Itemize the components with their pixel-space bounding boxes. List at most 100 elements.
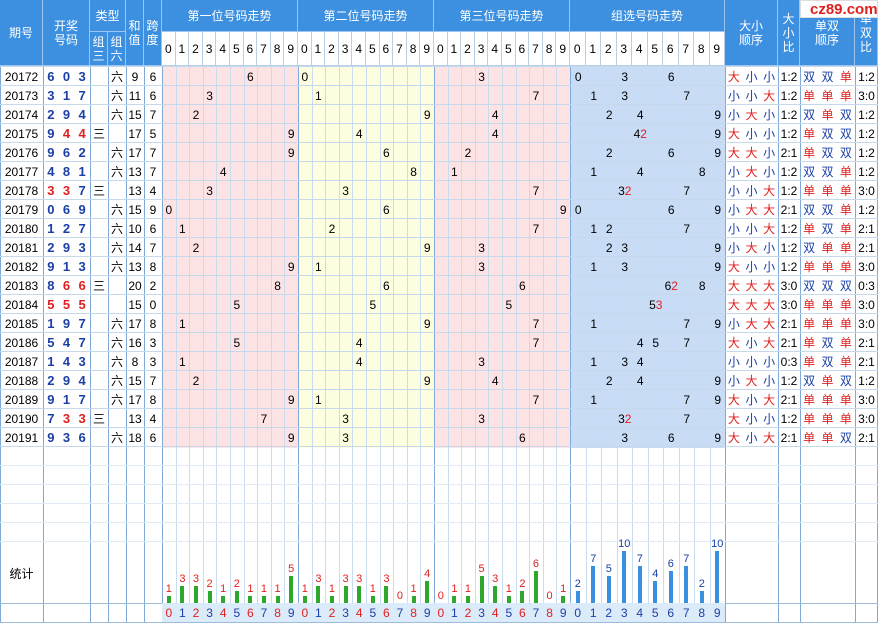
- bigsmall-item: 大: [727, 70, 740, 84]
- grid-line: [648, 66, 649, 622]
- grid-line: [710, 66, 711, 622]
- stats-bar: [534, 571, 538, 603]
- group-hit: 4: [636, 335, 644, 350]
- pos2-hit: 4: [355, 335, 363, 350]
- stats-count: 3: [192, 572, 200, 585]
- group-hit: 2: [605, 373, 613, 388]
- stats-bar: [479, 576, 484, 603]
- stats-bar: [425, 581, 430, 603]
- oddeven-item: 单: [839, 241, 852, 255]
- oddeven-item: 双: [821, 146, 834, 160]
- grid-line: [0, 503, 878, 504]
- grid-line: [800, 66, 801, 622]
- header-pos3-trend-digit: 2: [461, 32, 475, 66]
- header-pos3-trend-digit: 4: [488, 32, 502, 66]
- grid-line: [126, 66, 127, 622]
- bigsmall-item: 大: [745, 298, 758, 312]
- bigsmall-item: 小: [727, 203, 740, 217]
- header-pos1-trend-digit: 5: [230, 32, 244, 66]
- stats-digit: 1: [447, 603, 462, 622]
- grid-line: [516, 66, 517, 622]
- header-pos2-trend-digit: 5: [366, 32, 380, 66]
- grid-line: [778, 66, 779, 622]
- header-pos1-trend: 第一位号码走势: [162, 0, 298, 32]
- group-hit: 6: [667, 145, 675, 160]
- grid-line: [632, 66, 633, 622]
- stats-count: 0: [396, 589, 404, 602]
- period-cell: 20176: [4, 145, 39, 160]
- draw-digit: 9: [78, 202, 86, 217]
- bigsmall-item: 大: [763, 279, 776, 293]
- header-pos2-trend-digit: 2: [325, 32, 339, 66]
- oddeven-ratio: 3:0: [858, 88, 875, 103]
- bigsmall-item: 小: [745, 431, 758, 445]
- oddeven-item: 双: [821, 165, 834, 179]
- bigsmall-ratio: 1:2: [780, 411, 798, 426]
- header-pos2-trend-digit: 1: [311, 32, 326, 66]
- bigsmall-item: 大: [763, 317, 776, 331]
- period-cell: 20186: [4, 335, 39, 350]
- group-hit: 7: [683, 88, 691, 103]
- draw-digit: 4: [62, 354, 71, 369]
- stats-digit: 2: [601, 603, 617, 622]
- group-hit: 1: [590, 259, 598, 274]
- stats-digit: 6: [243, 603, 258, 622]
- span-cell: 4: [149, 411, 157, 426]
- span-cell: 0: [149, 297, 157, 312]
- stats-digit: 5: [647, 603, 663, 622]
- bigsmall-item: 小: [727, 108, 740, 122]
- bigsmall-item: 大: [727, 298, 740, 312]
- oddeven-item: 单: [803, 317, 816, 331]
- oddeven-item: 单: [839, 70, 852, 84]
- group-hit: 4: [636, 373, 644, 388]
- stats-count: 0: [546, 589, 553, 602]
- bigsmall-item: 小: [727, 222, 740, 236]
- type-group6: 六: [110, 203, 123, 217]
- oddeven-ratio: 0:3: [858, 278, 875, 293]
- stats-count: 10: [711, 537, 724, 550]
- draw-digit: 4: [47, 164, 55, 179]
- oddeven-item: 单: [839, 89, 852, 103]
- stats-bar: [180, 586, 185, 603]
- stats-bar: [370, 596, 375, 603]
- oddeven-item: 单: [803, 393, 816, 407]
- header-span: 跨度: [144, 0, 162, 66]
- sum-cell: 18: [128, 430, 142, 445]
- stats-digit: 5: [230, 603, 244, 622]
- grid-line: [434, 66, 435, 622]
- type-group3: 三: [92, 412, 105, 426]
- pos1-hit: 9: [287, 145, 295, 160]
- stats-bar: [684, 566, 689, 603]
- grid-line: [663, 66, 664, 622]
- sum-cell: 17: [128, 316, 142, 331]
- group-hit: 3: [621, 259, 629, 274]
- type-group6: 六: [110, 355, 123, 369]
- bigsmall-item: 大: [727, 431, 740, 445]
- stats-digit: 1: [585, 603, 601, 622]
- type-group6: 六: [110, 241, 123, 255]
- oddeven-item: 双: [803, 70, 816, 84]
- stats-count: 6: [667, 557, 674, 570]
- period-cell: 20175: [4, 126, 39, 141]
- oddeven-item: 双: [803, 374, 816, 388]
- draw-digit: 9: [62, 240, 71, 255]
- pos2-hit: 9: [423, 316, 431, 331]
- oddeven-item: 单: [821, 317, 834, 331]
- oddeven-item: 双: [821, 336, 834, 350]
- sum-cell: 15: [128, 107, 142, 122]
- oddeven-item: 单: [821, 431, 834, 445]
- draw-digit: 8: [62, 164, 71, 179]
- pos2-hit: 3: [342, 430, 349, 445]
- grid-line: [108, 66, 109, 622]
- pos1-hit: 7: [260, 411, 268, 426]
- bigsmall-ratio: 1:2: [780, 259, 798, 274]
- bigsmall-item: 小: [745, 127, 758, 141]
- bigsmall-item: 大: [745, 317, 758, 331]
- group-hit: 7: [683, 316, 691, 331]
- oddeven-ratio: 3:0: [858, 183, 875, 198]
- oddeven-ratio: 1:2: [858, 107, 875, 122]
- oddeven-item: 单: [821, 89, 834, 103]
- draw-digit: 2: [78, 145, 86, 160]
- bigsmall-item: 大: [745, 108, 758, 122]
- pos3-hit: 3: [478, 69, 485, 84]
